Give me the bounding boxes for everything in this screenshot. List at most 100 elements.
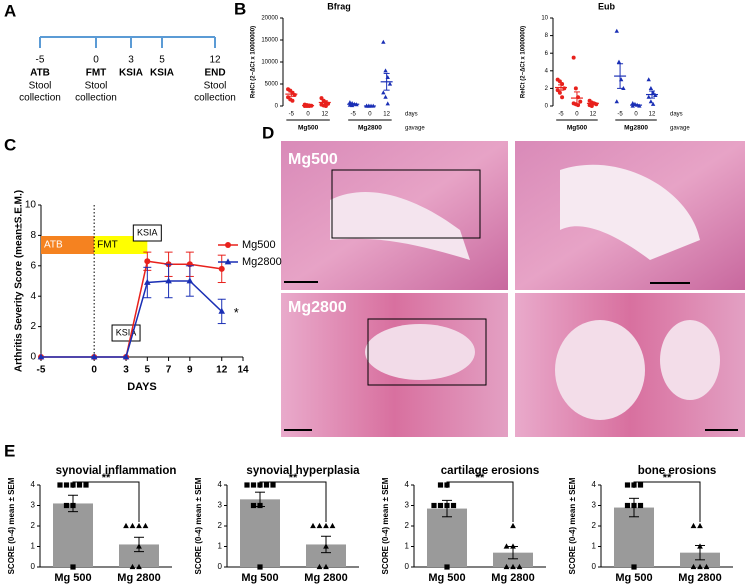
- data-point: [323, 543, 329, 549]
- data-point: [503, 563, 510, 570]
- data-point: [136, 543, 142, 549]
- annotation: KSIA: [137, 227, 158, 237]
- timeline-event: ATB: [30, 68, 50, 79]
- data-point: [648, 86, 654, 90]
- x-tick-label: 12: [590, 112, 597, 118]
- significance-bracket: [259, 481, 327, 522]
- data-point: [37, 353, 45, 360]
- x-tick-label: -5: [351, 112, 357, 118]
- y-tick-label: 2: [30, 321, 36, 332]
- significance-bracket: [633, 481, 701, 522]
- y-tick-label: 1: [31, 542, 36, 551]
- data-point: [614, 99, 619, 104]
- y-tick-label: 4: [30, 291, 36, 302]
- y-tick-label: 4: [31, 480, 36, 489]
- data-point: [83, 482, 89, 488]
- x-tick-label: 0: [91, 365, 97, 376]
- data-point: [637, 482, 644, 488]
- data-point: [129, 563, 136, 570]
- data-point: [381, 90, 386, 95]
- chart-title: synovial hyperplasia: [246, 465, 360, 477]
- timeline-day: 3: [128, 55, 134, 66]
- significance: **: [476, 472, 485, 484]
- data-point: [637, 502, 644, 509]
- data-point: [123, 522, 129, 529]
- data-point: [381, 39, 386, 44]
- y-tick-label: 6: [545, 51, 549, 57]
- data-point: [319, 96, 324, 101]
- timeline-event: KSIA: [119, 68, 143, 79]
- data-point: [316, 522, 323, 529]
- y-tick-label: 1: [405, 542, 410, 551]
- x-tick-label: Mg 500: [428, 572, 465, 584]
- data-point: [76, 482, 83, 488]
- y-tick-label: 2: [218, 521, 223, 530]
- y-tick-label: 0: [545, 104, 549, 110]
- data-point: [697, 522, 703, 529]
- data-point: [63, 482, 70, 488]
- data-point: [144, 278, 151, 285]
- chart-title: Eub: [598, 1, 616, 11]
- data-point: [257, 564, 263, 570]
- data-point: [250, 482, 257, 488]
- data-point: [571, 55, 576, 60]
- x-tick-label: 5: [145, 365, 151, 376]
- data-point: [186, 277, 194, 284]
- x-tick-label: Mg 2800: [117, 572, 160, 584]
- group-axis-label: gavage: [670, 126, 690, 132]
- chart-title: synovial inflammation: [56, 465, 177, 477]
- data-point: [555, 88, 560, 93]
- data-point: [270, 482, 276, 488]
- histology-label: Mg2800: [288, 299, 347, 316]
- data-point: [697, 563, 703, 570]
- y-axis-label: SCORE (0-4) mean ± SEM: [7, 477, 16, 574]
- timeline-day: 0: [93, 55, 99, 66]
- series-line: [41, 260, 222, 358]
- group-label: Mg2800: [624, 125, 648, 132]
- phase-label: ATB: [44, 240, 63, 251]
- annotation: *: [234, 305, 239, 320]
- annotation: KSIA: [116, 327, 137, 337]
- x-tick-label: 7: [166, 365, 172, 376]
- data-point: [385, 101, 390, 106]
- bar: [119, 544, 159, 567]
- y-tick-label: 8: [545, 33, 549, 39]
- legend-marker: [224, 258, 232, 265]
- data-point: [510, 522, 516, 529]
- data-point: [244, 482, 250, 488]
- data-point: [218, 265, 225, 272]
- y-tick-label: 3: [592, 501, 597, 510]
- data-point: [383, 68, 388, 73]
- data-point: [70, 564, 76, 570]
- data-point: [142, 522, 149, 529]
- significance: **: [102, 472, 111, 484]
- x-tick-label: -5: [617, 112, 623, 118]
- timeline-note: collection: [19, 93, 61, 104]
- legend-label: Mg500: [242, 239, 276, 251]
- tissue-shape: [560, 164, 700, 260]
- significance-bracket: [446, 481, 514, 522]
- panel-label: C: [4, 135, 16, 154]
- chart-title: Bfrag: [327, 1, 351, 11]
- data-point: [316, 563, 323, 570]
- phase-band: [41, 236, 95, 254]
- y-tick-label: 10000: [261, 60, 278, 66]
- data-point: [631, 564, 637, 570]
- y-tick-label: 3: [405, 501, 410, 510]
- timeline-event: KSIA: [150, 68, 174, 79]
- timeline-note: collection: [194, 93, 236, 104]
- tissue-shape: [365, 324, 475, 380]
- data-point: [560, 95, 565, 100]
- group-label: Mg500: [298, 125, 319, 132]
- timeline-note: Stool: [204, 81, 227, 92]
- x-tick-label: -5: [289, 112, 295, 118]
- panel-label: A: [4, 1, 16, 20]
- data-point: [648, 99, 654, 104]
- data-point: [323, 563, 329, 570]
- data-point: [431, 502, 437, 509]
- data-point: [136, 522, 142, 529]
- data-point: [444, 564, 450, 570]
- data-point: [510, 563, 516, 570]
- x-tick-label: 3: [123, 365, 129, 376]
- x-tick-label: Mg 2800: [304, 572, 347, 584]
